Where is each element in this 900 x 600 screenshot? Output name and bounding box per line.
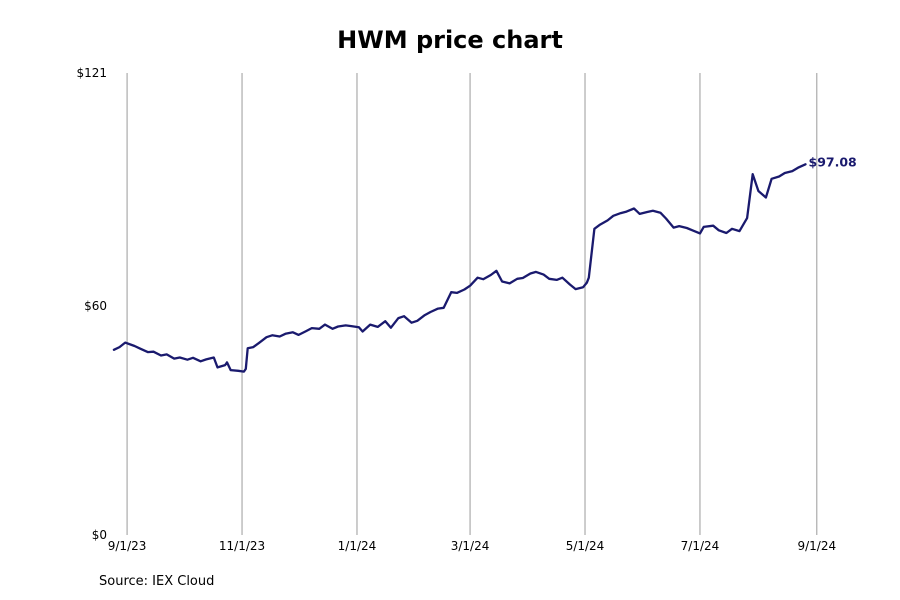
x-tick-label: 5/1/24	[566, 539, 605, 553]
x-tick-label: 7/1/24	[681, 539, 720, 553]
y-axis-ticks: $0 $60 $121	[76, 66, 107, 542]
last-price-label: $97.08	[809, 154, 857, 169]
x-tick-label: 9/1/23	[108, 539, 147, 553]
y-tick-label: $60	[84, 299, 107, 313]
price-series-line	[112, 163, 807, 373]
x-axis-ticks: 9/1/23 11/1/23 1/1/24 3/1/24 5/1/24 7/1/24 9/1…	[108, 539, 836, 553]
y-tick-label: $0	[92, 528, 107, 542]
x-tick-label: 11/1/23	[219, 539, 265, 553]
x-tick-label: 3/1/24	[451, 539, 490, 553]
gridlines	[126, 73, 818, 535]
source-note: Source: IEX Cloud	[99, 574, 215, 589]
x-tick-label: 9/1/24	[797, 539, 836, 553]
x-tick-label: 1/1/24	[338, 539, 377, 553]
chart-title: HWM price chart	[337, 26, 563, 54]
y-tick-label: $121	[76, 66, 107, 80]
